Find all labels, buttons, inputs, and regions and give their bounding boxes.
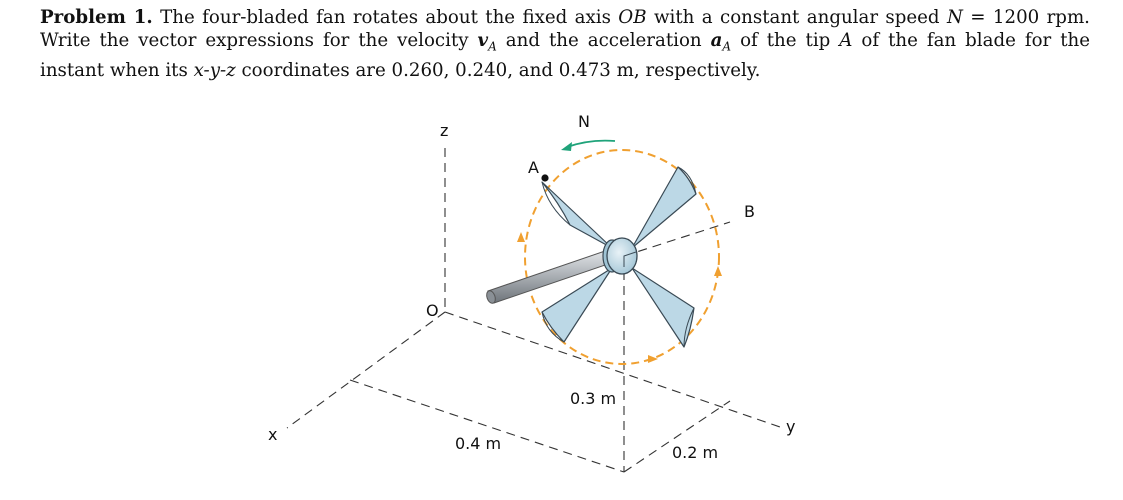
velocity-subscript: A bbox=[488, 39, 497, 54]
problem-text-2a: Write the vector expressions for the vel… bbox=[40, 30, 478, 51]
rotation-arrow bbox=[566, 139, 616, 148]
x-axis-label: x bbox=[268, 425, 277, 444]
dim-03-label: 0.3 m bbox=[570, 389, 616, 408]
rotation-arrowhead bbox=[561, 142, 572, 151]
coords-symbol: x-y-z bbox=[193, 59, 236, 81]
problem-text-1b: with a constant angular speed bbox=[646, 7, 947, 28]
problem-text-3: coordinates are 0.260, 0.240, and 0.473 … bbox=[235, 59, 761, 81]
tip-orbit bbox=[524, 149, 720, 365]
axis-ob-line bbox=[623, 221, 731, 257]
axis-name: OB bbox=[618, 7, 647, 28]
dim-04-label: 0.4 m bbox=[455, 434, 501, 453]
x-offset-line bbox=[349, 379, 625, 473]
y-offset-line bbox=[623, 400, 731, 473]
dim-02-label: 0.2 m bbox=[672, 443, 718, 462]
problem-text-2d: of the fan blade for the instant when it… bbox=[40, 30, 1090, 81]
origin-label: O bbox=[426, 301, 439, 320]
acceleration-symbol: a bbox=[710, 30, 723, 51]
orbit-arrow-right bbox=[714, 266, 722, 276]
blade-edges bbox=[541, 166, 697, 348]
equals-sign: = bbox=[962, 7, 993, 28]
x-axis bbox=[286, 311, 446, 429]
orbit-arrow-left bbox=[517, 232, 525, 242]
hub bbox=[602, 237, 638, 275]
problem-text-1a: The four-bladed fan rotates about the fi… bbox=[160, 7, 619, 28]
y-axis bbox=[444, 311, 781, 428]
point-a-label: A bbox=[528, 158, 539, 177]
tip-symbol: A bbox=[839, 30, 853, 51]
speed-n-label: N bbox=[578, 112, 590, 131]
orbit-arrows bbox=[517, 232, 722, 363]
velocity-symbol: v bbox=[477, 30, 489, 51]
problem-text-2b: and the acceleration bbox=[496, 30, 711, 51]
speed-value: 1200 rpm. bbox=[992, 7, 1090, 28]
y-axis-label: y bbox=[786, 417, 795, 436]
acceleration-subscript: A bbox=[722, 39, 732, 54]
construction-lines bbox=[286, 148, 781, 473]
problem-label: Problem 1. bbox=[40, 7, 153, 28]
z-axis-label: z bbox=[440, 121, 448, 140]
shaft bbox=[486, 249, 615, 304]
orbit-arrow-bottom bbox=[648, 355, 658, 363]
speed-symbol: N bbox=[946, 7, 963, 28]
point-b-label: B bbox=[744, 202, 755, 221]
problem-text-2c: of the tip bbox=[731, 30, 840, 51]
problem-statement: Problem 1. The four-bladed fan rotates a… bbox=[40, 6, 1090, 82]
blade-upper-left bbox=[541, 181, 613, 249]
tip-a-marker bbox=[541, 174, 549, 182]
